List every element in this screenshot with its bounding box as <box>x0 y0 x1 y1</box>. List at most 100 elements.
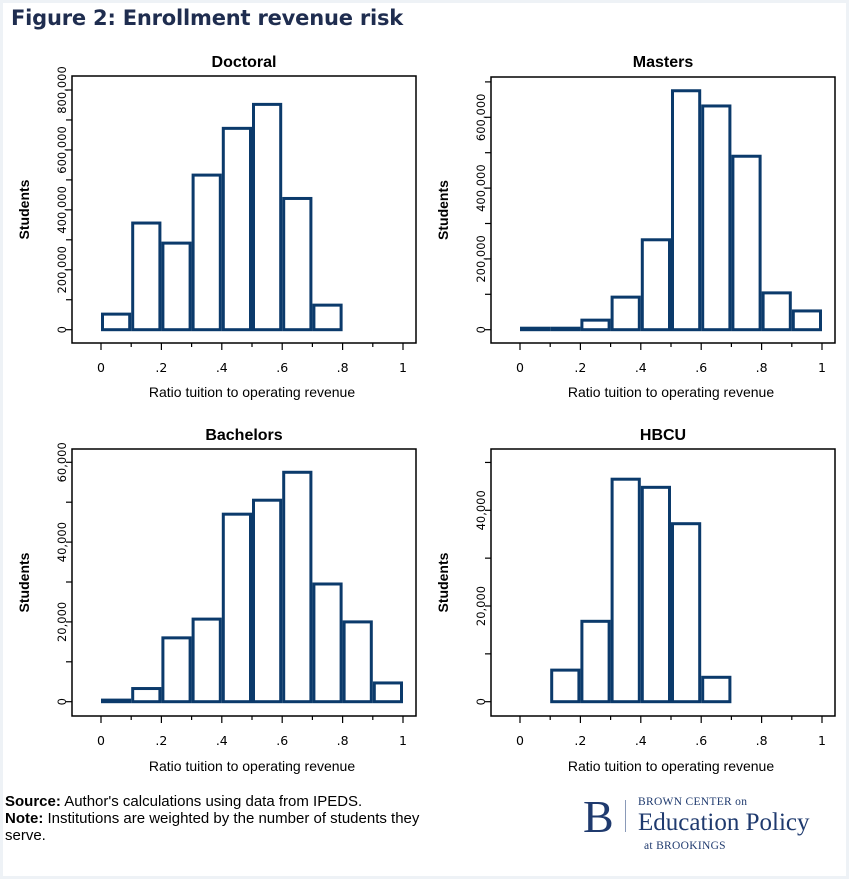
y-tick-label: 200,000 <box>55 246 69 294</box>
histogram-bar <box>671 89 702 332</box>
histogram-bar <box>161 241 192 332</box>
histogram-bar <box>701 675 732 704</box>
histogram-bar <box>282 196 313 332</box>
x-tick-label: .2 <box>155 733 167 748</box>
brookings-logo: B BROWN CENTER on Education Policy at BR… <box>583 794 843 854</box>
y-tick-label: 60,000 <box>55 442 69 482</box>
histogram-bar <box>221 126 253 332</box>
histogram-bar <box>221 512 253 704</box>
x-tick-label: .8 <box>337 733 349 748</box>
x-tick-label: .4 <box>216 733 228 748</box>
histogram-bar <box>101 312 132 332</box>
x-tick-label: .8 <box>756 360 768 375</box>
logo-line2: Education Policy <box>638 809 810 836</box>
y-tick-label: 0 <box>55 698 69 705</box>
x-tick-label: 0 <box>516 360 524 375</box>
logo-line3: at BROOKINGS <box>644 840 726 852</box>
note-text: Institutions are weighted by the number … <box>5 810 420 844</box>
histogram-bar <box>640 238 671 332</box>
y-tick-label: 0 <box>55 326 69 333</box>
x-tick-label: .4 <box>635 733 647 748</box>
source-text: Author's calculations using data from IP… <box>60 793 363 810</box>
histogram-bar <box>312 303 343 332</box>
y-axis-label: Students <box>16 179 32 239</box>
histogram-bar <box>372 681 403 704</box>
histogram-bar <box>282 470 313 704</box>
source-line: Source: Author's calculations using data… <box>5 793 455 810</box>
logo-divider <box>625 800 626 832</box>
panel-title: HBCU <box>640 427 686 444</box>
y-tick-label: 600,000 <box>55 126 69 174</box>
histogram-bar <box>610 295 641 332</box>
x-tick-label: 0 <box>97 360 105 375</box>
histogram-bar <box>161 636 192 704</box>
x-tick-label: .4 <box>216 360 228 375</box>
y-tick-label: 40,000 <box>474 490 488 530</box>
histogram-bar <box>252 102 283 332</box>
x-axis-label: Ratio tuition to operating revenue <box>568 758 774 774</box>
histogram-bar <box>671 522 702 704</box>
y-axis-label: Students <box>16 552 32 612</box>
x-tick-label: .6 <box>276 360 288 375</box>
note-line: Note: Institutions are weighted by the n… <box>5 810 455 844</box>
y-tick-label: 20,000 <box>55 602 69 642</box>
x-tick-label: .8 <box>756 733 768 748</box>
y-tick-label: 0 <box>474 326 488 333</box>
histogram-bar <box>312 582 343 704</box>
x-tick-label: .2 <box>155 360 167 375</box>
x-axis-label: Ratio tuition to operating revenue <box>568 384 774 400</box>
panel-title: Masters <box>633 54 694 71</box>
y-tick-label: 800,000 <box>55 66 69 114</box>
histogram-bar <box>191 173 222 332</box>
x-tick-label: .6 <box>276 733 288 748</box>
panel-bachelors: Bachelors 0 .2 .4 .6 .8 1 0 20,000 40,000 60,000 Ra… <box>16 427 417 774</box>
y-axis-label: Students <box>435 552 451 612</box>
histogram-bar <box>761 291 792 332</box>
figure-title: Figure 2: Enrollment revenue risk <box>11 6 404 30</box>
x-axis-label: Ratio tuition to operating revenue <box>149 384 355 400</box>
histogram-bar <box>640 485 671 704</box>
y-tick-label: 20,000 <box>474 586 488 626</box>
histogram-bar <box>131 687 162 704</box>
y-tick-label: 600,000 <box>474 94 488 142</box>
panel-hbcu: HBCU 0 .2 .4 .6 .8 1 0 20,000 40,000 Ratio tuition… <box>435 427 836 774</box>
x-tick-label: .2 <box>574 733 586 748</box>
y-tick-label: 40,000 <box>55 522 69 562</box>
note-label: Note: <box>5 810 44 827</box>
histogram-bar <box>791 309 822 332</box>
x-tick-label: 1 <box>399 733 407 748</box>
x-tick-label: .6 <box>695 360 707 375</box>
x-tick-label: 1 <box>399 360 407 375</box>
histogram-bar <box>191 617 222 704</box>
x-tick-label: 1 <box>818 360 826 375</box>
histogram-bar <box>731 154 762 332</box>
histogram-bar <box>101 698 132 704</box>
panel-title: Bachelors <box>205 427 282 444</box>
panel-doctoral: Doctoral 0 .2 .4 .6 .8 1 0 200,000 400,000 600,000… <box>16 54 417 400</box>
histogram-bar <box>131 221 162 332</box>
y-tick-label: 0 <box>474 698 488 705</box>
panel-title: Doctoral <box>212 54 277 71</box>
histogram-bar <box>701 104 732 332</box>
y-axis-label: Students <box>435 180 451 240</box>
histogram-bar <box>550 668 581 704</box>
panel-masters: Masters 0 .2 .4 .6 .8 1 0 200,000 400,000 600,000 R… <box>435 54 836 400</box>
x-tick-label: .4 <box>635 360 647 375</box>
x-tick-label: 0 <box>97 733 105 748</box>
y-tick-label: 400,000 <box>474 164 488 212</box>
x-tick-label: .8 <box>337 360 349 375</box>
x-tick-label: 0 <box>516 733 524 748</box>
x-tick-label: .2 <box>574 360 586 375</box>
histogram-bar <box>342 620 373 704</box>
histogram-bar <box>610 477 641 704</box>
x-tick-label: 1 <box>818 733 826 748</box>
logo-mark: B <box>583 791 614 842</box>
y-tick-label: 400,000 <box>55 186 69 234</box>
figure-footer: Source: Author's calculations using data… <box>5 793 455 844</box>
histogram-bar <box>550 326 581 332</box>
histogram-bar <box>580 318 611 332</box>
logo-line1: BROWN CENTER on <box>638 796 748 808</box>
y-tick-label: 200,000 <box>474 235 488 283</box>
histogram-bar <box>252 498 283 704</box>
